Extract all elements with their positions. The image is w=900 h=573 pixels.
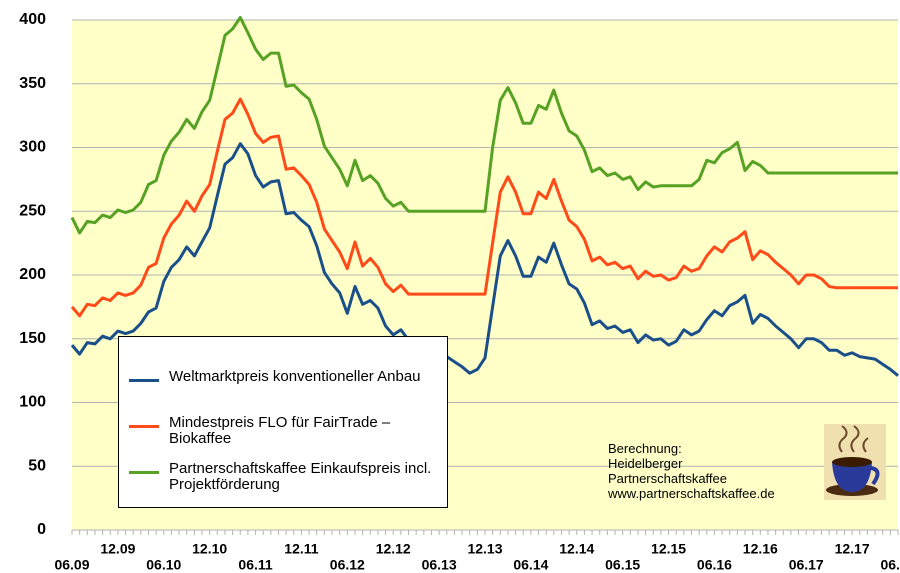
legend-label: Mindestpreis FLO für FairTrade – Biokaff…: [169, 415, 444, 447]
x-tick-label: 12.17: [835, 541, 870, 557]
y-tick-label: 50: [28, 457, 46, 474]
annotation-line: Partnerschaftskaffee: [608, 471, 775, 486]
annotation-line: Heidelberger: [608, 456, 775, 471]
x-tick-label: 06.09: [54, 557, 89, 573]
legend-swatch: [129, 471, 159, 474]
y-tick-label: 350: [19, 75, 46, 92]
y-tick-label: 400: [19, 11, 46, 28]
x-tick-label: 12.09: [100, 541, 135, 557]
x-tick-label: 12.15: [651, 541, 686, 557]
coffee: [832, 457, 872, 467]
y-tick-label: 200: [19, 266, 46, 283]
x-tick-label: 12.13: [467, 541, 502, 557]
y-tick-label: 100: [19, 394, 46, 411]
x-tick-label: 06.15: [605, 557, 640, 573]
legend-label: Partnerschaftskaffee Einkaufspreis incl.…: [169, 461, 444, 493]
legend-swatch: [129, 379, 159, 382]
x-tick-label: 12.16: [743, 541, 778, 557]
legend-label: Weltmarktpreis konventioneller Anbau: [169, 369, 444, 385]
x-tick-label: 12.10: [192, 541, 227, 557]
x-tick-label: 06.13: [422, 557, 457, 573]
y-tick-label: 0: [37, 521, 46, 538]
legend-swatch: [129, 425, 159, 428]
x-tick-label: 06.12: [330, 557, 365, 573]
y-tick-label: 300: [19, 139, 46, 156]
x-tick-label: 12.12: [376, 541, 411, 557]
x-tick-label: 12.14: [559, 541, 594, 557]
y-tick-label: 150: [19, 330, 46, 347]
x-tick-label: 06.14: [513, 557, 548, 573]
x-tick-label: 06.16: [697, 557, 732, 573]
annotation-line: Berechnung:: [608, 441, 775, 456]
x-tick-label: 06.17: [789, 557, 824, 573]
y-tick-label: 250: [19, 202, 46, 219]
coffee-icon: [824, 424, 886, 500]
annotation-line: www.partnerschaftskaffee.de: [608, 486, 775, 501]
x-tick-label: 06.10: [146, 557, 181, 573]
x-tick-label: 06.18: [880, 557, 900, 573]
legend: Weltmarktpreis konventioneller Anbau Mind…: [118, 336, 448, 508]
page: 0 50 100 150 200 250 300 350 400 06.09 12.09 06.10 1…: [0, 0, 900, 573]
x-tick-label: 06.11: [238, 557, 272, 573]
x-tick-label: 12.11: [284, 541, 318, 557]
